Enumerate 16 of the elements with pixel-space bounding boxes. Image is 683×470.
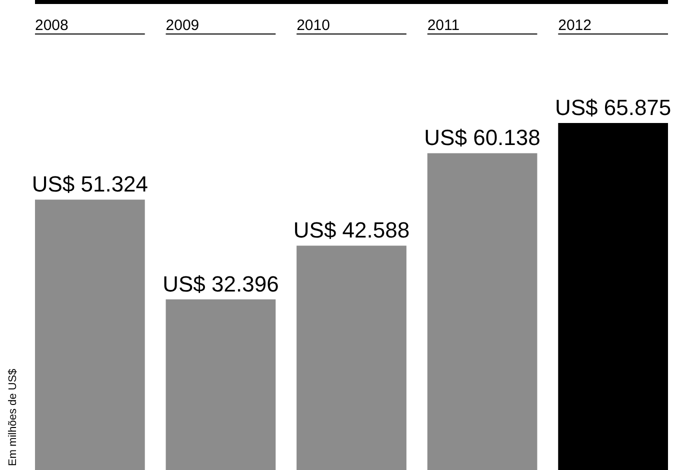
bar xyxy=(166,299,276,470)
data-label: US$ 32.396 xyxy=(162,271,279,296)
x-tick-label: 2009 xyxy=(166,17,200,34)
data-label: US$ 60.138 xyxy=(424,125,540,150)
bar xyxy=(296,246,406,470)
bar xyxy=(35,200,145,470)
x-tick-label: 2011 xyxy=(427,17,460,34)
data-label: US$ 65.875 xyxy=(554,95,672,120)
bar xyxy=(558,123,668,470)
bar xyxy=(427,153,538,470)
y-axis-title: Em milhões de US$ xyxy=(7,368,19,466)
data-label: US$ 51.324 xyxy=(32,172,148,197)
x-tick-label: 2012 xyxy=(558,17,592,34)
data-label: US$ 42.588 xyxy=(293,218,410,243)
x-tick-label: 2008 xyxy=(35,17,68,34)
x-tick-label: 2010 xyxy=(296,17,330,34)
